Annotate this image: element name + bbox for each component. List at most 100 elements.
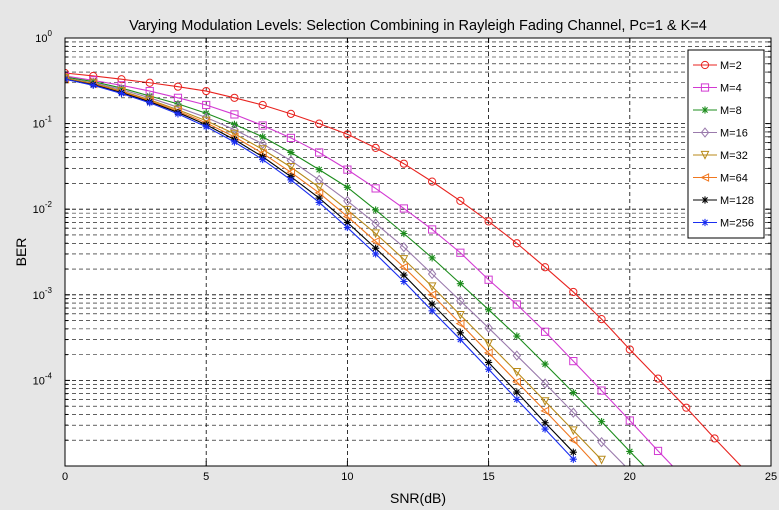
data-point — [258, 121, 267, 130]
data-point — [483, 348, 493, 358]
x-tick-label: 5 — [203, 471, 209, 483]
data-point — [540, 327, 550, 336]
y-tick-exponent: -3 — [45, 286, 53, 295]
data-point — [625, 416, 634, 425]
data-point — [484, 217, 493, 226]
y-tick-base: 10 — [33, 290, 45, 302]
data-point — [568, 435, 578, 445]
data-point — [428, 300, 436, 308]
data-point — [259, 133, 267, 141]
data-point — [372, 206, 380, 214]
y-tick-label: 10-1 — [33, 115, 53, 131]
legend-label: M=256 — [720, 218, 754, 230]
data-point — [625, 345, 634, 354]
data-point — [371, 229, 381, 239]
x-tick-label: 0 — [62, 471, 68, 483]
data-point — [484, 339, 494, 349]
data-point — [145, 78, 154, 87]
data-point — [540, 406, 550, 416]
legend-label: M=8 — [720, 105, 742, 117]
data-point — [342, 205, 352, 215]
data-point — [371, 218, 380, 229]
y-tick-exponent: -4 — [45, 371, 53, 380]
data-point — [230, 93, 239, 102]
data-point — [286, 109, 296, 118]
data-point — [117, 89, 126, 98]
data-point — [399, 241, 409, 253]
data-point — [456, 295, 465, 307]
data-point — [315, 148, 324, 157]
data-point — [286, 163, 296, 172]
data-point — [230, 120, 239, 128]
data-point — [314, 174, 324, 186]
series-line — [65, 76, 645, 466]
data-point — [456, 196, 465, 206]
data-point — [399, 255, 409, 264]
data-point — [258, 138, 267, 150]
data-point — [372, 244, 380, 252]
y-tick-label: 10-3 — [33, 286, 53, 302]
data-point — [400, 229, 408, 238]
data-point — [597, 315, 606, 324]
data-point — [202, 123, 210, 131]
y-tick-base: 10 — [33, 204, 45, 216]
data-point — [485, 306, 493, 314]
series-line — [65, 77, 602, 461]
data-point — [541, 425, 549, 433]
data-point — [117, 84, 126, 92]
y-tick-exponent: -1 — [45, 115, 53, 124]
data-point — [286, 155, 296, 166]
data-point — [512, 300, 521, 309]
data-point — [540, 378, 550, 389]
data-point — [427, 282, 437, 292]
data-point — [456, 280, 464, 288]
data-point — [258, 145, 268, 155]
legend-marker — [700, 83, 710, 92]
series-group — [65, 74, 598, 466]
data-point — [427, 290, 437, 300]
data-point — [626, 447, 634, 456]
data-point — [653, 446, 663, 456]
data-point — [174, 100, 182, 108]
legend-label: M=32 — [720, 150, 748, 162]
data-point — [400, 271, 408, 279]
data-point — [568, 426, 578, 436]
y-tick-exponent: -2 — [45, 200, 53, 209]
data-point — [315, 119, 324, 128]
data-point — [513, 388, 521, 396]
data-point — [428, 307, 436, 315]
data-point — [343, 130, 352, 139]
data-point — [485, 358, 493, 367]
legend: M=2 M=4 M=8 M=16 M=32 M=64 M=128 M=256 — [687, 49, 765, 239]
legend-marker — [701, 218, 709, 227]
data-point — [315, 198, 323, 207]
data-point — [174, 110, 182, 118]
data-point — [400, 277, 408, 286]
data-point — [455, 319, 465, 329]
data-point — [428, 225, 437, 234]
legend-marker — [700, 60, 710, 70]
data-point — [399, 204, 408, 213]
data-point — [597, 455, 606, 465]
data-point — [202, 100, 211, 110]
data-point — [455, 310, 465, 320]
data-point — [428, 177, 437, 186]
data-point — [343, 183, 351, 191]
data-point — [230, 138, 239, 146]
data-point — [427, 268, 437, 280]
legend-label: M=16 — [720, 128, 748, 140]
data-point — [201, 116, 211, 126]
legend-marker — [700, 127, 710, 138]
legend-box — [687, 49, 765, 239]
x-axis-label: SNR(dB) — [390, 490, 446, 506]
grid — [65, 38, 771, 466]
data-point — [653, 374, 663, 383]
data-point — [370, 237, 380, 246]
data-point — [485, 365, 493, 373]
x-tick-label: 10 — [341, 471, 353, 483]
data-point — [202, 86, 211, 96]
data-point — [173, 82, 183, 91]
plot-frame — [64, 37, 772, 467]
data-point — [399, 262, 408, 272]
